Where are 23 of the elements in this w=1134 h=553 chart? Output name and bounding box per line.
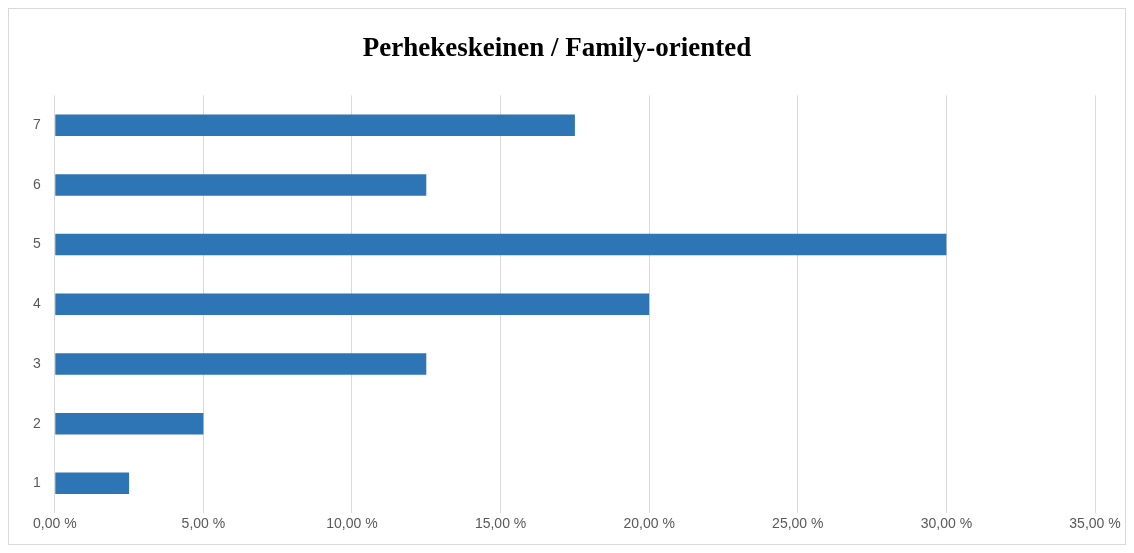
x-tick-label: 15,00 % (474, 515, 527, 532)
bar (55, 114, 575, 136)
bar (55, 293, 650, 316)
y-tick-label: 7 (32, 116, 41, 133)
x-tick-label: 25,00 % (772, 515, 824, 532)
x-tick-label: 30,00 % (920, 515, 973, 532)
y-tick-label: 3 (32, 354, 41, 371)
bar (55, 412, 204, 435)
x-tick-label: 5,00 % (181, 515, 226, 532)
y-tick-label: 1 (32, 474, 41, 491)
bar (55, 174, 427, 196)
bar (55, 472, 130, 495)
x-tick-label: 0,00 % (32, 515, 77, 532)
x-tick-label: 20,00 % (623, 515, 675, 532)
x-tick-label: 35,00 % (1069, 515, 1121, 532)
chart-title: Perhekeskeinen / Family-oriented (362, 32, 752, 63)
y-tick-label: 2 (32, 414, 41, 431)
bar (55, 233, 947, 256)
x-tick-label: 10,00 % (326, 515, 378, 532)
bar (55, 353, 427, 375)
y-tick-label: 4 (32, 295, 41, 312)
y-tick-label: 5 (32, 235, 41, 252)
y-tick-label: 6 (32, 175, 41, 192)
